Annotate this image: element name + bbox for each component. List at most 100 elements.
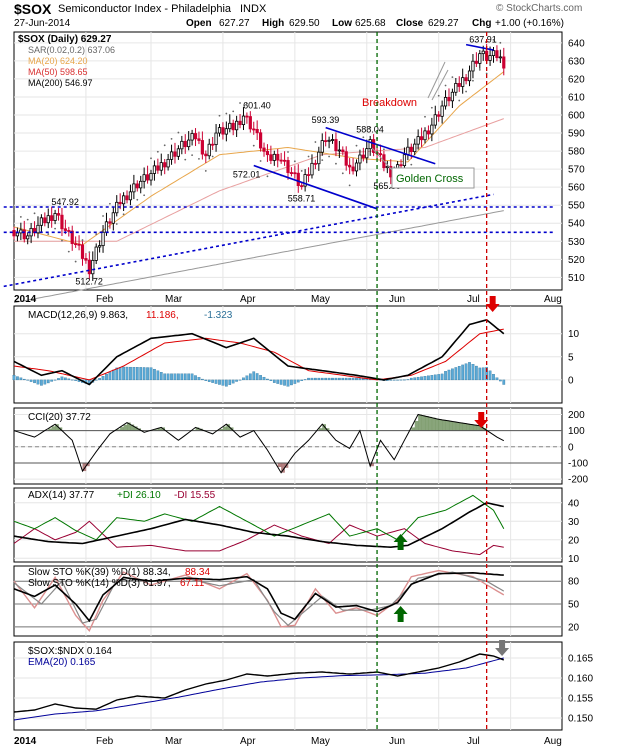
- candle-body: [238, 120, 242, 126]
- candle-body: [409, 146, 413, 153]
- sar-dot: [259, 160, 262, 162]
- macd-hist-bar: [149, 367, 153, 381]
- macd-hist-bar: [166, 373, 170, 381]
- macd-hist-bar: [132, 367, 136, 381]
- candle-body: [426, 130, 431, 135]
- ratio-ytick-label: 0.155: [568, 694, 593, 705]
- sar-dot: [163, 144, 166, 147]
- sar-dot: [341, 172, 344, 175]
- macd-legend-hist: -1.323: [204, 310, 233, 321]
- candle-body: [36, 224, 40, 234]
- candle-body: [132, 183, 136, 193]
- price-ytick-label: 550: [568, 201, 585, 212]
- ma200-line: [13, 210, 504, 304]
- sar-dot: [67, 250, 70, 253]
- candle-body: [423, 130, 427, 141]
- legend-sar: SAR(0.02,0.2) 637.06: [28, 45, 115, 55]
- candle-body: [156, 165, 160, 171]
- breakdown-pointer: [431, 69, 449, 101]
- sar-dot: [26, 218, 29, 221]
- sar-dot: [115, 223, 118, 225]
- sar-dot: [266, 175, 269, 178]
- candle-body: [67, 230, 71, 232]
- macd-hist-bar: [94, 379, 98, 381]
- macd-hist-bar: [33, 379, 36, 384]
- macd-hist-bar: [115, 367, 119, 381]
- candle-body: [286, 160, 290, 173]
- candle-body: [447, 97, 451, 102]
- price-ytick-label: 600: [568, 110, 585, 121]
- footer-xtick-label: Mar: [165, 736, 183, 747]
- sar-dot: [13, 213, 15, 216]
- candle-body: [190, 133, 194, 141]
- sar-dot: [170, 137, 173, 140]
- macd-hist-bar: [286, 379, 290, 387]
- cci-overbought-fill: [466, 423, 470, 431]
- macd-hist-bar: [293, 379, 297, 384]
- candle-body: [502, 56, 506, 69]
- sto-k39-line: [13, 571, 504, 623]
- sar-dot: [472, 79, 474, 82]
- sar-dot: [478, 68, 481, 71]
- macd-hist-bar: [224, 379, 228, 387]
- candle-body: [317, 151, 321, 165]
- breakdown-label: Breakdown: [362, 97, 417, 109]
- candle-body: [313, 162, 318, 165]
- sar-dot: [389, 186, 392, 189]
- macd-hist-bar: [262, 376, 266, 381]
- candle-body: [344, 151, 348, 166]
- macd-hist-bar: [19, 377, 23, 381]
- candle-body: [22, 229, 26, 240]
- macd-hist-bar: [67, 378, 71, 381]
- price-ytick-label: 620: [568, 74, 585, 85]
- cci-legend: CCI(20) 37.72: [28, 412, 91, 423]
- price-label: 558.71: [288, 193, 316, 203]
- candle-body: [169, 151, 174, 160]
- price-ytick-label: 520: [568, 255, 585, 266]
- candle-body: [368, 139, 372, 150]
- sar-dot: [444, 84, 447, 87]
- macd-legend-signal: 11.186,: [146, 310, 179, 321]
- sar-dot: [109, 202, 111, 205]
- candle-body: [320, 140, 324, 153]
- sar-dot: [314, 141, 317, 143]
- candle-body: [111, 212, 115, 224]
- candle-body: [125, 195, 129, 201]
- trendline: [325, 126, 436, 165]
- candle-body: [87, 259, 91, 275]
- macd-hist-bar: [22, 378, 26, 381]
- candle-body: [385, 165, 389, 169]
- cci-overbought-fill: [154, 429, 159, 431]
- open-value: 627.27: [219, 18, 250, 29]
- cci-overbought-fill: [219, 429, 224, 431]
- macd-hist-bar: [355, 377, 358, 381]
- macd-hist-bar: [40, 379, 43, 386]
- candle-body: [471, 60, 475, 72]
- macd-hist-bar: [406, 379, 410, 381]
- macd-hist-bar: [16, 376, 19, 381]
- candle-body: [39, 217, 44, 226]
- sar-dot: [88, 251, 91, 254]
- candle-body: [152, 165, 157, 174]
- cci-overbought-fill: [130, 424, 135, 431]
- macd-hist-bar: [314, 377, 317, 381]
- footer-xtick-label: Jun: [389, 736, 405, 747]
- candle-body: [115, 201, 119, 214]
- adx-ytick-label: 10: [568, 554, 580, 565]
- macd-hist-bar: [108, 371, 112, 381]
- macd-hist-bar: [235, 379, 238, 382]
- macd-hist-bar: [111, 369, 115, 381]
- price-label: 601.40: [243, 100, 271, 110]
- price-ytick-label: 630: [568, 56, 585, 67]
- macd-histogram: [12, 362, 506, 387]
- price-xtick-label: Jun: [389, 294, 405, 305]
- sar-dot: [383, 148, 385, 151]
- footer-xtick-label: 2014: [14, 736, 37, 747]
- macd-hist-bar: [214, 379, 218, 384]
- price-label: 512.72: [75, 276, 103, 286]
- candle-body: [372, 139, 376, 153]
- macd-hist-bar: [101, 376, 105, 381]
- macd-hist-bar: [183, 373, 187, 381]
- cci-overbought-fill: [472, 424, 477, 431]
- candle-body: [419, 136, 424, 141]
